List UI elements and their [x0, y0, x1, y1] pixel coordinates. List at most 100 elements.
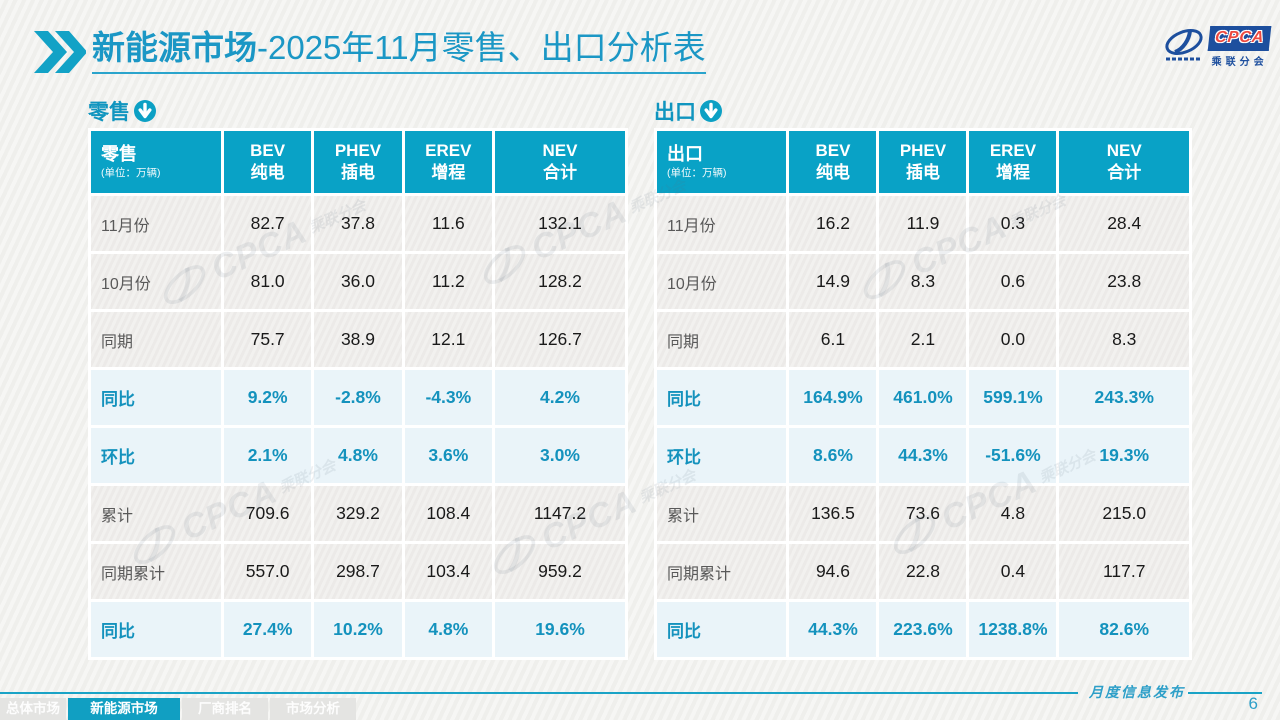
- export-table: 出口 (单位：万辆) BEV 纯电 PHEV 插电 EREV 增程 NEV 合计 11月份 16.2 1…: [654, 128, 1192, 660]
- tab-nev-market[interactable]: 新能源市场: [68, 698, 180, 720]
- table-row: 同比 27.4% 10.2% 4.8% 19.6%: [91, 602, 625, 657]
- table-row: 环比 8.6% 44.3% -51.6% 19.3%: [657, 428, 1189, 483]
- table-row: 10月份 14.9 8.3 0.6 23.8: [657, 254, 1189, 309]
- tab-manufacturer-ranking[interactable]: 厂商排名: [182, 698, 268, 720]
- value-cell: 11.2: [404, 254, 492, 309]
- value-cell: 75.7: [223, 312, 312, 367]
- value-cell: 298.7: [314, 544, 402, 599]
- value-cell: 81.0: [223, 254, 312, 309]
- value-cell: 3.0%: [495, 428, 625, 483]
- retail-table-section: 零售 (单位：万辆) BEV 纯电 PHEV 插电 EREV 增程 NEV 合计 11月份 82.7 3…: [88, 128, 628, 660]
- row-label: 累计: [657, 486, 787, 541]
- value-cell: 4.8%: [404, 602, 492, 657]
- table-row: 同期 75.7 38.9 12.1 126.7: [91, 312, 625, 367]
- export-section-label-text: 出口: [654, 101, 696, 124]
- value-cell: 136.5: [789, 486, 877, 541]
- row-label: 11月份: [91, 196, 221, 251]
- value-cell: 37.8: [314, 196, 402, 251]
- value-cell: 461.0%: [879, 370, 967, 425]
- row-label: 同期: [91, 312, 221, 367]
- export-table-section: 出口 (单位：万辆) BEV 纯电 PHEV 插电 EREV 增程 NEV 合计 11月份 16.2 1…: [654, 128, 1192, 660]
- value-cell: 1147.2: [495, 486, 625, 541]
- value-cell: 2.1: [879, 312, 967, 367]
- retail-table: 零售 (单位：万辆) BEV 纯电 PHEV 插电 EREV 增程 NEV 合计 11月份 82.7 3…: [88, 128, 628, 660]
- footer-divider-line-right: [1188, 692, 1262, 694]
- value-cell: 599.1%: [969, 370, 1057, 425]
- cpca-wordmark: CPCA: [1207, 26, 1272, 51]
- row-label: 同期累计: [657, 544, 787, 599]
- value-cell: 0.3: [969, 196, 1057, 251]
- row-label: 同比: [91, 602, 221, 657]
- value-cell: 12.1: [404, 312, 492, 367]
- retail-col-erev: EREV 增程: [404, 131, 492, 193]
- value-cell: 126.7: [495, 312, 625, 367]
- table-row: 环比 2.1% 4.8% 3.6% 3.0%: [91, 428, 625, 483]
- value-cell: 557.0: [223, 544, 312, 599]
- value-cell: 215.0: [1059, 486, 1189, 541]
- down-arrow-circle-icon: [134, 100, 156, 122]
- table-row: 11月份 82.7 37.8 11.6 132.1: [91, 196, 625, 251]
- page-number: 6: [1248, 694, 1258, 713]
- value-cell: 9.2%: [223, 370, 312, 425]
- value-cell: 103.4: [404, 544, 492, 599]
- value-cell: 0.6: [969, 254, 1057, 309]
- table-row: 同比 44.3% 223.6% 1238.8% 82.6%: [657, 602, 1189, 657]
- down-arrow-circle-icon: [700, 100, 722, 122]
- value-cell: 4.8: [969, 486, 1057, 541]
- row-label: 同比: [91, 370, 221, 425]
- export-corner-header: 出口 (单位：万辆): [657, 131, 787, 193]
- cpca-logo-subtext: 乘联分会: [1211, 57, 1268, 68]
- value-cell: 0.0: [969, 312, 1057, 367]
- bottom-nav-tabs: 总体市场 新能源市场 厂商排名 市场分析: [0, 698, 356, 720]
- value-cell: 132.1: [495, 196, 625, 251]
- value-cell: 94.6: [789, 544, 877, 599]
- value-cell: 36.0: [314, 254, 402, 309]
- retail-section-label-text: 零售: [88, 101, 130, 124]
- export-col-nev: NEV 合计: [1059, 131, 1189, 193]
- value-cell: 16.2: [789, 196, 877, 251]
- value-cell: 0.4: [969, 544, 1057, 599]
- retail-col-bev: BEV 纯电: [223, 131, 312, 193]
- value-cell: 44.3%: [879, 428, 967, 483]
- value-cell: 10.2%: [314, 602, 402, 657]
- row-label: 环比: [657, 428, 787, 483]
- value-cell: 19.3%: [1059, 428, 1189, 483]
- value-cell: 2.1%: [223, 428, 312, 483]
- export-header-row: 出口 (单位：万辆) BEV 纯电 PHEV 插电 EREV 增程 NEV 合计: [657, 131, 1189, 193]
- value-cell: 1238.8%: [969, 602, 1057, 657]
- value-cell: 8.3: [1059, 312, 1189, 367]
- tab-overall-market[interactable]: 总体市场: [0, 698, 66, 720]
- export-section-label: 出口: [654, 96, 723, 126]
- value-cell: 23.8: [1059, 254, 1189, 309]
- row-label: 累计: [91, 486, 221, 541]
- row-label: 同比: [657, 370, 787, 425]
- table-row: 同期 6.1 2.1 0.0 8.3: [657, 312, 1189, 367]
- value-cell: 709.6: [223, 486, 312, 541]
- value-cell: 4.2%: [495, 370, 625, 425]
- value-cell: 8.3: [879, 254, 967, 309]
- value-cell: 959.2: [495, 544, 625, 599]
- table-row: 累计 136.5 73.6 4.8 215.0: [657, 486, 1189, 541]
- row-label: 环比: [91, 428, 221, 483]
- row-label: 10月份: [91, 254, 221, 309]
- table-row: 同比 9.2% -2.8% -4.3% 4.2%: [91, 370, 625, 425]
- row-label: 同比: [657, 602, 787, 657]
- cpca-logo: CPCA 乘联分会: [1163, 26, 1272, 68]
- export-col-bev: BEV 纯电: [789, 131, 877, 193]
- table-row: 累计 709.6 329.2 108.4 1147.2: [91, 486, 625, 541]
- value-cell: 164.9%: [789, 370, 877, 425]
- tab-market-analysis[interactable]: 市场分析: [270, 698, 356, 720]
- row-label: 同期累计: [91, 544, 221, 599]
- double-chevron-icon: [34, 31, 86, 73]
- value-cell: -51.6%: [969, 428, 1057, 483]
- value-cell: 82.7: [223, 196, 312, 251]
- retail-header-row: 零售 (单位：万辆) BEV 纯电 PHEV 插电 EREV 增程 NEV 合计: [91, 131, 625, 193]
- footer-divider-line: [0, 692, 1078, 694]
- table-row: 同期累计 557.0 298.7 103.4 959.2: [91, 544, 625, 599]
- retail-col-phev: PHEV 插电: [314, 131, 402, 193]
- retail-section-label: 零售: [88, 96, 157, 126]
- value-cell: 27.4%: [223, 602, 312, 657]
- value-cell: 108.4: [404, 486, 492, 541]
- cpca-swoosh-icon: [1165, 29, 1203, 61]
- value-cell: 38.9: [314, 312, 402, 367]
